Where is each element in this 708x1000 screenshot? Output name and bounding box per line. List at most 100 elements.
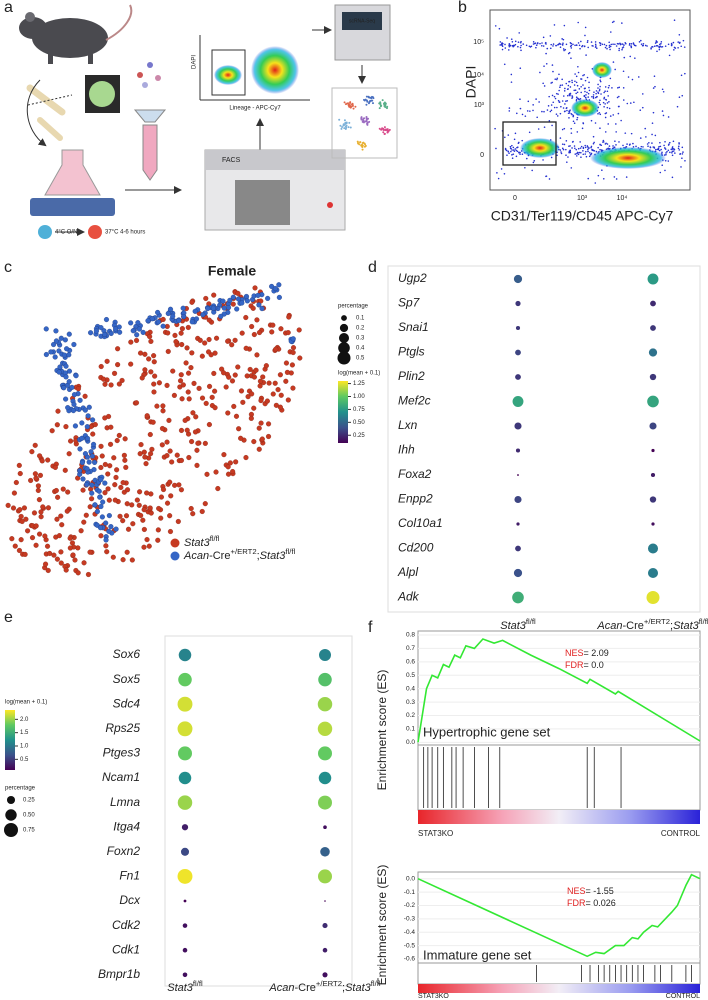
cluster-dot <box>367 95 370 98</box>
event-dot <box>517 41 520 43</box>
event-dot <box>508 43 511 45</box>
cell-dot <box>37 453 43 459</box>
cell-dot <box>239 330 245 336</box>
event-dot <box>612 114 615 116</box>
event-dot <box>561 100 564 102</box>
event-dot <box>571 81 574 84</box>
event-dot <box>671 154 674 157</box>
cell-dot <box>55 408 61 414</box>
event-dot <box>592 96 595 98</box>
cell-dot <box>108 441 114 447</box>
cell-dot <box>168 493 174 499</box>
gate <box>502 121 557 166</box>
event-dot <box>621 22 623 24</box>
event-dot <box>557 93 559 95</box>
expression-dot <box>322 923 328 929</box>
event-dot <box>510 150 512 153</box>
cell-dot <box>166 417 172 423</box>
event-dot <box>587 46 590 49</box>
gene-set-label: Immature gene set <box>423 947 532 962</box>
cell-dot <box>81 560 87 566</box>
cell-dot <box>71 401 77 407</box>
event-dot <box>570 167 573 169</box>
cell-dot <box>227 297 233 303</box>
cell-dot <box>233 459 239 465</box>
cell-dot <box>98 533 104 539</box>
event-dot <box>680 166 682 168</box>
cell-dot <box>225 464 231 470</box>
cell-dot <box>92 502 98 508</box>
legend-swatch <box>170 538 180 548</box>
cell-dot <box>98 325 104 331</box>
event-dot <box>654 134 657 137</box>
cell-dot <box>290 345 297 351</box>
event-dot <box>520 40 522 43</box>
cell-dot <box>193 316 200 322</box>
mouse-illustration-part <box>105 4 133 41</box>
cell-dot <box>150 419 156 425</box>
event-dot <box>552 43 555 45</box>
cell-dot <box>38 514 44 520</box>
event-dot <box>548 95 550 98</box>
event-dot <box>516 146 518 149</box>
cell-dot <box>116 432 122 438</box>
event-dot <box>494 127 496 130</box>
y-tick-label: 0.2 <box>406 712 415 719</box>
event-dot <box>533 42 536 45</box>
cell-dot <box>70 408 76 414</box>
event-dot <box>543 85 546 87</box>
panel-label: c <box>4 259 12 276</box>
event-dot <box>565 140 568 142</box>
cell-dot <box>234 306 240 312</box>
cell-dot <box>270 391 276 397</box>
cell-dot <box>124 549 130 555</box>
cell-dot <box>212 405 218 411</box>
cell-dot <box>102 331 108 338</box>
cell-dot <box>45 505 51 511</box>
event-dot <box>495 147 497 150</box>
colorbar-tick-label: 1.25 <box>353 381 365 387</box>
cell-dot <box>202 440 208 446</box>
cell-dot <box>89 490 95 496</box>
cluster-dot <box>349 106 352 109</box>
axis-label: CD31/Ter119/CD45 APC-Cy7 <box>491 208 674 224</box>
event-dot <box>515 155 518 158</box>
event-dot <box>618 95 620 98</box>
cell-dot <box>230 294 236 300</box>
cell-dot <box>113 326 119 332</box>
cell-dot <box>68 438 74 444</box>
event-dot <box>524 115 527 117</box>
filter-tube-illustration <box>133 62 167 181</box>
cell-dot <box>186 455 192 461</box>
cell-dot <box>116 381 122 387</box>
event-dot <box>532 43 535 45</box>
cell-dot <box>189 350 195 356</box>
event-dot <box>672 140 675 143</box>
cell-dot <box>221 305 227 311</box>
event-dot <box>676 105 679 108</box>
event-dot <box>525 157 528 160</box>
event-dot <box>621 43 624 45</box>
event-dot <box>644 44 647 47</box>
event-dot <box>650 48 652 50</box>
event-dot <box>579 147 582 149</box>
cell-dot <box>136 502 142 508</box>
cell-dot <box>61 385 67 391</box>
event-dot <box>552 101 555 104</box>
cell-dot <box>25 528 31 534</box>
event-dot <box>563 127 566 130</box>
colorbar-tick-label: 1.00 <box>353 394 365 400</box>
cluster-dot <box>386 131 389 134</box>
cell-dot <box>188 365 194 371</box>
cluster-dot <box>386 105 389 108</box>
event-dot <box>552 45 554 47</box>
gene-label: Foxn2 <box>107 844 141 858</box>
cell-dot <box>102 381 108 387</box>
event-dot <box>658 48 661 51</box>
cell-dot <box>115 346 121 352</box>
gene-label: Fn1 <box>119 869 140 883</box>
event-dot <box>586 76 589 79</box>
event-dot <box>583 45 586 48</box>
y-tick-label: 0.4 <box>406 685 415 692</box>
cell-dot <box>212 388 218 394</box>
